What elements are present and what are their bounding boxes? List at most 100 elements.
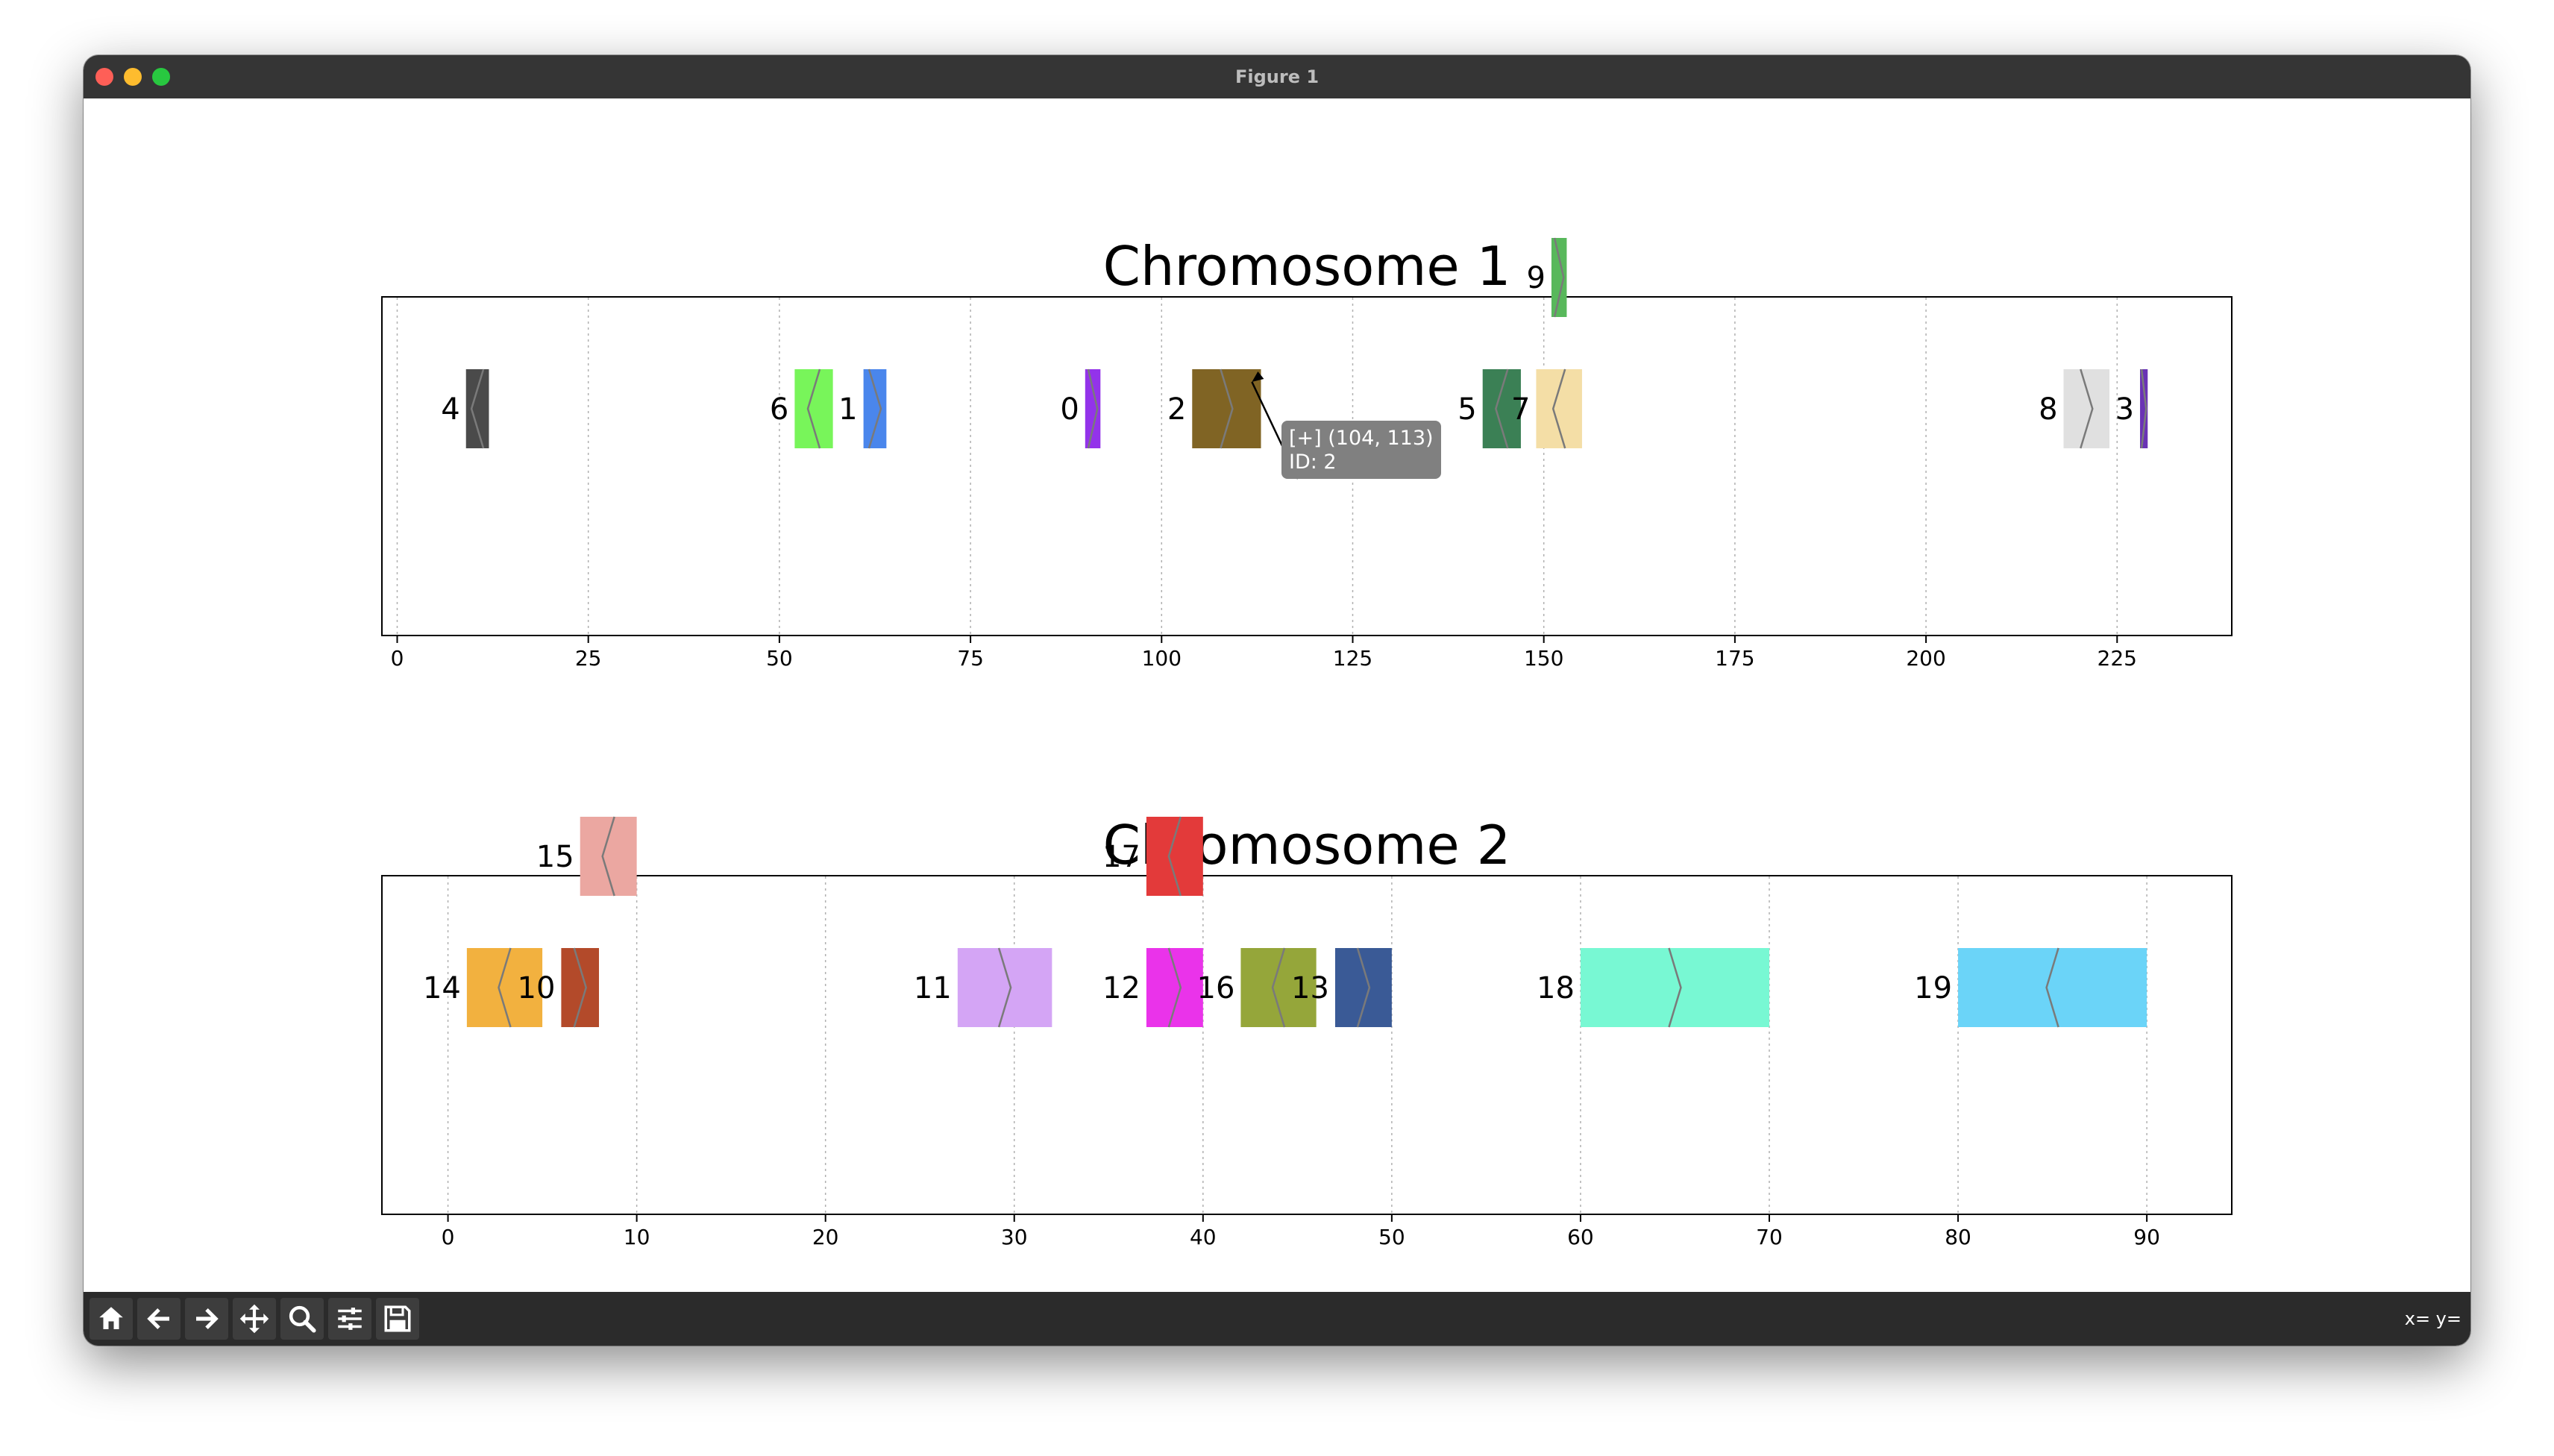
panel1-tick-label: 200 [1906, 646, 1945, 671]
gene-13-label: 13 [1291, 971, 1329, 1005]
gene-11-strand-chevron [997, 947, 1012, 1028]
window-title: Figure 1 [1234, 66, 1320, 87]
panel2-tick-label: 0 [442, 1225, 455, 1249]
minimize-window-button[interactable] [124, 68, 142, 86]
gene-9-label: 9 [1526, 261, 1545, 295]
gene-6-strand-chevron [806, 368, 821, 449]
gene-9-box [1551, 238, 1567, 317]
panel2-tick-label: 20 [812, 1225, 839, 1249]
panel2-tick-label: 80 [1945, 1225, 1971, 1249]
gene-18-box [1580, 948, 1769, 1027]
gene-15-box [580, 817, 637, 896]
gene-5-box [1482, 369, 1521, 448]
cursor-coordinates: x= y= [2404, 1308, 2462, 1329]
gene-7-label: 7 [1511, 392, 1530, 427]
panel1-axes-frame [381, 296, 2233, 636]
close-window-button[interactable] [95, 68, 113, 86]
forward-button[interactable] [185, 1298, 228, 1340]
panel2-tick-label: 70 [1756, 1225, 1783, 1249]
configure-subplots-button[interactable] [328, 1298, 371, 1340]
gene-8-label: 8 [2039, 392, 2057, 427]
gene-18-label: 18 [1537, 971, 1575, 1005]
gene-1-label: 1 [838, 392, 857, 427]
panel2-tick-label: 50 [1378, 1225, 1405, 1249]
panel1-tick-label: 225 [2098, 646, 2137, 671]
gene-3-strand-chevron [2140, 368, 2147, 449]
gene-12-strand-chevron [1167, 947, 1182, 1028]
gene-15-label: 15 [536, 840, 574, 874]
panel2-tick-label: 90 [2133, 1225, 2160, 1249]
gene-8-box [2063, 369, 2110, 448]
gene-11-box [957, 948, 1052, 1027]
gene-5-strand-chevron [1495, 368, 1509, 449]
pan-icon [239, 1304, 269, 1334]
gene-6-box [794, 369, 833, 448]
panel2-tick-label: 40 [1190, 1225, 1217, 1249]
annotation-line1: [+] (104, 113) [1289, 427, 1434, 450]
gene-4-strand-chevron [470, 368, 485, 449]
configure-subplots-icon [338, 1308, 362, 1330]
gene-14-box [466, 948, 543, 1027]
gene-16-label: 16 [1197, 971, 1235, 1005]
gene-17-box [1146, 817, 1203, 896]
gene-19-label: 19 [1914, 971, 1952, 1005]
gene-13-box [1334, 948, 1392, 1027]
gene-0-label: 0 [1060, 392, 1079, 427]
gene-14-strand-chevron [498, 947, 512, 1028]
save-icon [384, 1305, 411, 1332]
gene-10-label: 10 [518, 971, 556, 1005]
panel1-tick-label: 25 [575, 646, 602, 671]
gene-4-box [465, 369, 489, 448]
zoom-icon [289, 1305, 316, 1333]
panel1-tick-label: 150 [1524, 646, 1563, 671]
panel1-tick-label: 125 [1333, 646, 1372, 671]
gene-5-label: 5 [1458, 392, 1476, 427]
gene-0-box [1085, 369, 1101, 448]
pan-button[interactable] [233, 1298, 276, 1340]
gene-7-strand-chevron [1551, 368, 1566, 449]
gene-19-strand-chevron [2045, 947, 2059, 1028]
gene-0-strand-chevron [1087, 368, 1099, 449]
save-button[interactable] [376, 1298, 419, 1340]
annotation-arrow-head [1252, 371, 1264, 382]
home-icon [99, 1307, 123, 1329]
gene-2-box [1192, 369, 1261, 448]
gene-1-box [863, 369, 887, 448]
gene-10-box [561, 948, 600, 1027]
panel2-axes-frame [381, 875, 2233, 1215]
gene-2-label: 2 [1167, 392, 1186, 427]
gene-9-strand-chevron [1553, 237, 1565, 318]
gene-10-strand-chevron [573, 947, 588, 1028]
gene-3-label: 3 [2115, 392, 2134, 427]
gene-2-strand-chevron [1220, 368, 1234, 449]
gene-11-label: 11 [914, 971, 952, 1005]
gene-6-label: 6 [770, 392, 788, 427]
gene-17-label: 17 [1102, 840, 1140, 874]
panel2-tick-label: 10 [624, 1225, 650, 1249]
gene-15-strand-chevron [601, 816, 615, 897]
gene-4-label: 4 [441, 392, 459, 427]
gene-18-strand-chevron [1668, 947, 1682, 1028]
forward-icon [196, 1308, 219, 1329]
maximize-window-button[interactable] [152, 68, 170, 86]
panel1-tick-label: 175 [1715, 646, 1754, 671]
figure-canvas[interactable]: Chromosome 1 0 25 50 75 100 125 150 175 200 225 4 6 1… [84, 98, 2470, 1292]
annotation-box [1281, 421, 1441, 479]
home-button[interactable] [90, 1298, 133, 1340]
gene-14-label: 14 [423, 971, 461, 1005]
zoom-button[interactable] [280, 1298, 324, 1340]
gene-19-box [1958, 948, 2147, 1027]
panel2-tick-label: 60 [1567, 1225, 1594, 1249]
gene-16-strand-chevron [1271, 947, 1286, 1028]
gene-8-strand-chevron [2080, 368, 2094, 449]
back-icon [147, 1308, 169, 1329]
gene-12-box [1146, 948, 1203, 1027]
gene-16-box [1240, 948, 1317, 1027]
back-button[interactable] [137, 1298, 181, 1340]
figure-window: Figure 1 Chromosome 1 0 25 50 75 100 125 150 175… [84, 55, 2470, 1346]
gene-12-label: 12 [1102, 971, 1140, 1005]
panel1-tick-label: 100 [1142, 646, 1182, 671]
gene-17-strand-chevron [1167, 816, 1182, 897]
panel1-tick-label: 0 [391, 646, 404, 671]
annotation-line2: ID: 2 [1289, 451, 1337, 474]
